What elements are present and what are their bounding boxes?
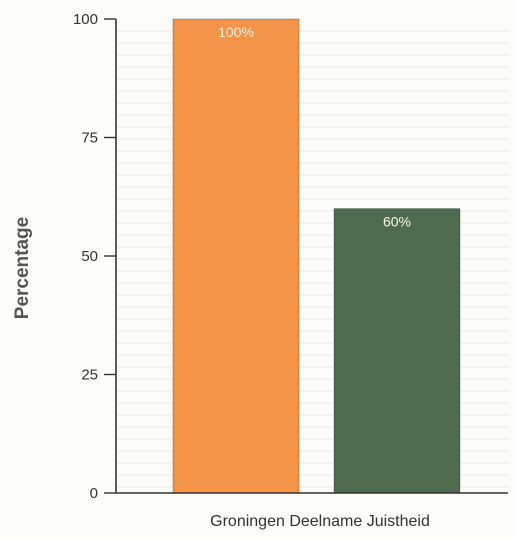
y-tick-label: 100	[73, 11, 98, 28]
y-tick-label: 0	[90, 485, 98, 502]
data-labels: 100% 60%	[218, 24, 411, 230]
y-axis-title: Percentage	[12, 217, 33, 319]
y-tick-label: 25	[81, 367, 98, 384]
data-label-2: 60%	[383, 214, 411, 230]
y-ticks: 0 25 50 75 100	[73, 11, 116, 502]
bar-2	[333, 208, 461, 494]
y-tick-label: 50	[81, 248, 98, 265]
bar-1	[172, 18, 300, 494]
data-label-1: 100%	[218, 24, 254, 40]
y-tick-label: 75	[81, 130, 98, 147]
x-axis-title: Groningen Deelname Juistheid	[210, 513, 430, 530]
bars	[172, 18, 461, 494]
